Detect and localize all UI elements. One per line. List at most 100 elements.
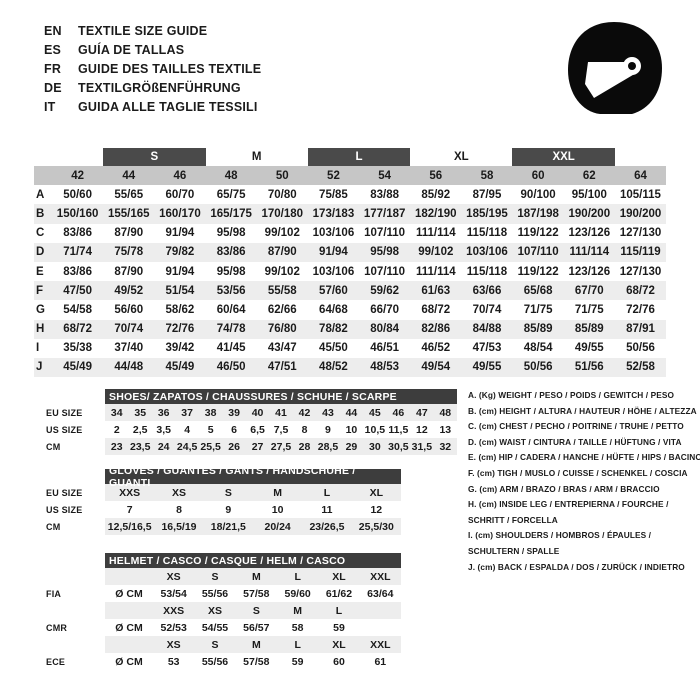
cell-e-56: 111/114 [415, 265, 456, 278]
shoes-row-label-cm: CM [46, 442, 61, 452]
helmet-size-xs: XS [207, 604, 222, 617]
gloves-cell: 25,5/30 [358, 520, 394, 533]
cell-i-54: 46/51 [370, 342, 399, 355]
cell-b-54: 177/187 [363, 207, 406, 220]
size-number-64: 64 [634, 169, 647, 182]
size-number-60: 60 [531, 169, 545, 182]
cell-c-52: 103/106 [312, 227, 355, 240]
cell-g-50: 62/66 [267, 303, 297, 316]
helmet-size-empty [360, 602, 401, 619]
row-label-j: J [36, 361, 43, 374]
cell-a-60: 90/100 [520, 188, 556, 201]
cell-a-42: 50/60 [63, 188, 92, 201]
gloves-cell: XS [171, 486, 186, 499]
helmet-size-xxs: XXS [163, 604, 185, 617]
cell-d-64: 115/119 [620, 246, 661, 259]
shoes-cell: 32 [439, 440, 452, 453]
cell-b-42: 150/160 [56, 207, 99, 220]
cell-j-60: 50/56 [523, 361, 553, 374]
cell-a-62: 95/100 [571, 188, 607, 201]
size-band-xxl: XXL [512, 148, 615, 166]
helmet-size-l: L [294, 638, 301, 651]
cell-a-52: 75/85 [319, 188, 348, 201]
measurement-legend: A. (Kg) WEIGHT / PESO / POIDS / GEWITCH … [468, 388, 700, 575]
helmet-value: 53 [167, 655, 180, 668]
helmet-value: 57/58 [243, 655, 270, 668]
shoes-cell: 46 [392, 406, 405, 419]
size-number-44: 44 [122, 169, 136, 182]
shoes-cell: 24,5 [176, 440, 198, 453]
helmet-size-s: S [211, 570, 219, 583]
row-label-e: E [36, 265, 44, 278]
shoes-cell: 2,5 [132, 423, 148, 436]
cell-b-48: 165/175 [210, 207, 252, 220]
legend-line-1: B. (cm) HEIGHT / ALTURA / HAUTEUR / HÖHE… [468, 405, 697, 416]
cell-g-42: 54/58 [63, 303, 92, 316]
gloves-table: GLOVES / GUANTES / GANTS / HANDSCHUHE / … [105, 465, 401, 535]
cell-j-54: 48/53 [370, 361, 399, 374]
cell-i-64: 50/56 [626, 342, 655, 355]
helmet-size-row: XS S M L XL XXL [105, 568, 401, 585]
gloves-cell: 12,5/16,5 [107, 520, 152, 533]
title-text: TEXTILE SIZE GUIDE [78, 24, 208, 38]
title-lang-code: DE [44, 81, 62, 95]
shoes-row-label-us-size: US SIZE [46, 425, 83, 435]
helmet-value-row: Ø CM 53/54 55/56 57/58 59/60 61/62 63/64 [105, 585, 401, 602]
cell-h-48: 74/78 [216, 323, 246, 336]
cell-c-46: 91/94 [165, 227, 195, 240]
cell-d-54: 95/98 [370, 246, 399, 259]
row-label-i: I [36, 342, 40, 355]
shoes-cell: 27,5 [270, 440, 292, 453]
cell-a-64: 105/115 [620, 188, 661, 201]
cell-d-46: 79/82 [165, 246, 195, 259]
shoes-cell: 9 [325, 423, 331, 436]
cell-h-56: 82/86 [421, 323, 451, 336]
shoes-cell: 10,5 [364, 423, 386, 436]
title-lang-code: EN [44, 24, 62, 38]
cell-g-48: 60/64 [216, 303, 246, 316]
cell-h-64: 87/91 [626, 323, 655, 336]
cell-h-50: 76/80 [267, 323, 297, 336]
cell-d-44: 75/78 [114, 246, 144, 259]
shoes-cell: 10 [345, 423, 358, 436]
gloves-cell: L [323, 486, 331, 499]
cell-d-60: 107/110 [517, 246, 559, 259]
table-row: E 83/86 87/90 91/94 95/98 99/102 103/106 107/11… [34, 261, 666, 282]
helmet-value: 57/58 [243, 587, 270, 600]
helmet-value-row: Ø CM 53 55/56 57/58 59 60 61 [105, 653, 401, 670]
helmet-value: 59 [333, 621, 345, 634]
shoes-cell: 23 [110, 440, 123, 453]
title-lang-code: ES [44, 43, 62, 57]
cell-b-44: 155/165 [107, 207, 150, 220]
helmet-size-xxl: XXL [370, 570, 391, 583]
cell-c-48: 95/98 [216, 227, 246, 240]
shoes-cell: 47 [415, 406, 428, 419]
title-text: GUIDE DES TAILLES TEXTILE [78, 62, 262, 76]
cell-g-54: 66/70 [370, 303, 399, 316]
size-band-row: S M L XL XXL [34, 148, 666, 166]
shoes-cell: 13 [439, 423, 452, 436]
helmet-value: 61/62 [325, 587, 353, 600]
helmet-size-xs: XS [166, 570, 181, 583]
cell-a-48: 65/75 [216, 188, 246, 201]
helmet-value: 52/53 [160, 621, 187, 634]
legend-line-3: D. (cm) WAIST / CINTURA / TAILLE / HÜFTU… [468, 436, 682, 447]
shoes-cell: 6 [231, 423, 237, 436]
helmet-standard-label-ece: ECE [46, 657, 66, 667]
cell-h-54: 80/84 [370, 323, 399, 336]
size-number-62: 62 [582, 169, 596, 182]
cell-h-62: 85/89 [574, 323, 604, 336]
cell-j-50: 47/51 [267, 361, 297, 374]
legend-line-7: H. (cm) INSIDE LEG / ENTREPIERNA / FOURC… [468, 499, 669, 510]
size-number-46: 46 [173, 169, 187, 182]
cell-i-62: 49/55 [574, 342, 604, 355]
cell-a-50: 70/80 [267, 188, 297, 201]
helmet-table-header: HELMET / CASCO / CASQUE / HELM / CASCO [105, 553, 401, 568]
cell-i-60: 48/54 [523, 342, 553, 355]
shoes-cell: 41 [275, 406, 287, 419]
cell-f-46: 51/54 [165, 284, 195, 297]
shoes-cell: 38 [204, 406, 217, 419]
gloves-cell: 12 [370, 503, 383, 516]
title-row-de: DE TEXTILGRÖßENFÜHRUNG [44, 81, 261, 100]
cell-a-44: 55/65 [114, 188, 144, 201]
